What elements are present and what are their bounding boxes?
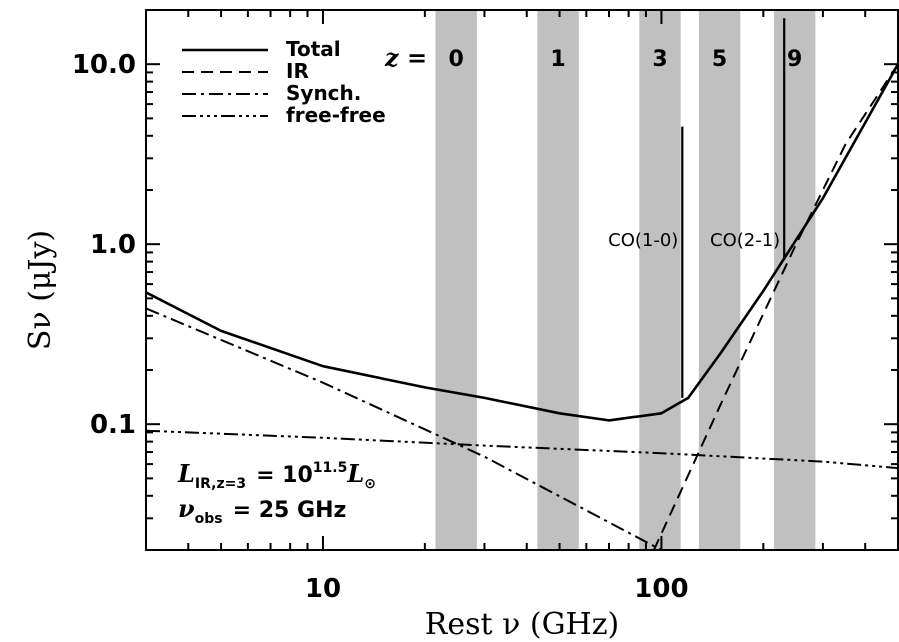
redshift-bands — [435, 10, 816, 550]
lum-unit: L — [346, 459, 364, 488]
y-axis-title: Sν (μJy) — [23, 230, 58, 350]
lum-eq: = 10 — [256, 463, 313, 488]
svg-text:LIR,z=3= 1011.5L⊙: LIR,z=3 = 1011.5L⊙ — [177, 459, 376, 492]
y-tick-label-10.0: 10.0 — [72, 50, 136, 80]
legend-label-2: IR — [286, 59, 309, 83]
lum-exponent: 11.5 — [313, 460, 348, 476]
lum-symbol: L — [177, 459, 195, 488]
legend-label-3: Synch. — [286, 81, 361, 105]
plot-frame — [145, 9, 899, 551]
lum-unit-sub: ⊙ — [364, 476, 376, 492]
x-axis-title: Rest ν (GHz) — [425, 607, 619, 642]
x-tick-label-100: 100 — [634, 574, 688, 604]
y-tick-label-1.0: 1.0 — [90, 230, 136, 260]
band-label-z-1: 1 — [550, 47, 565, 72]
band-label-z-0: 0 — [449, 47, 464, 72]
band-z-9 — [773, 10, 816, 550]
z-label: z = — [384, 43, 427, 72]
legend-label-4: free-free — [286, 103, 386, 127]
band-z-5 — [698, 10, 741, 550]
freq-symbol: ν — [178, 494, 195, 523]
luminosity-annotation: LIR,z=3 = 1011.5L⊙ νobs = 25 GHz — [177, 459, 376, 527]
co-label-2: CO(2-1) — [710, 230, 780, 251]
band-label-z-9: 9 — [787, 47, 802, 72]
band-z-3 — [639, 10, 681, 550]
ticks — [145, 9, 899, 551]
svg-text:νobs= 25 GHz: νobs = 25 GHz — [178, 494, 346, 527]
band-label-z-3: 3 — [652, 47, 667, 72]
x-tick-label-10: 10 — [305, 574, 341, 604]
redshift-band-labels: z = 0 1 3 5 9 — [384, 43, 802, 72]
y-tick-label-0.1: 0.1 — [90, 410, 136, 440]
series-ir — [652, 63, 898, 550]
lum-subscript: IR,z=3 — [195, 476, 246, 492]
series-lines — [146, 63, 898, 550]
freq-text: = 25 GHz — [233, 498, 347, 523]
band-z-1 — [537, 10, 579, 550]
series-total — [146, 63, 898, 422]
series-synch — [146, 307, 662, 550]
axes — [145, 9, 899, 551]
freq-subscript: obs — [195, 511, 223, 527]
legend-label-1: Total — [286, 37, 341, 61]
co-label-1: CO(1-0) — [608, 230, 678, 251]
band-z-0 — [435, 10, 477, 550]
co-lines: CO(1-0) CO(2-1) — [608, 18, 786, 398]
band-label-z-5: 5 — [712, 47, 727, 72]
series-free-free — [146, 429, 898, 470]
